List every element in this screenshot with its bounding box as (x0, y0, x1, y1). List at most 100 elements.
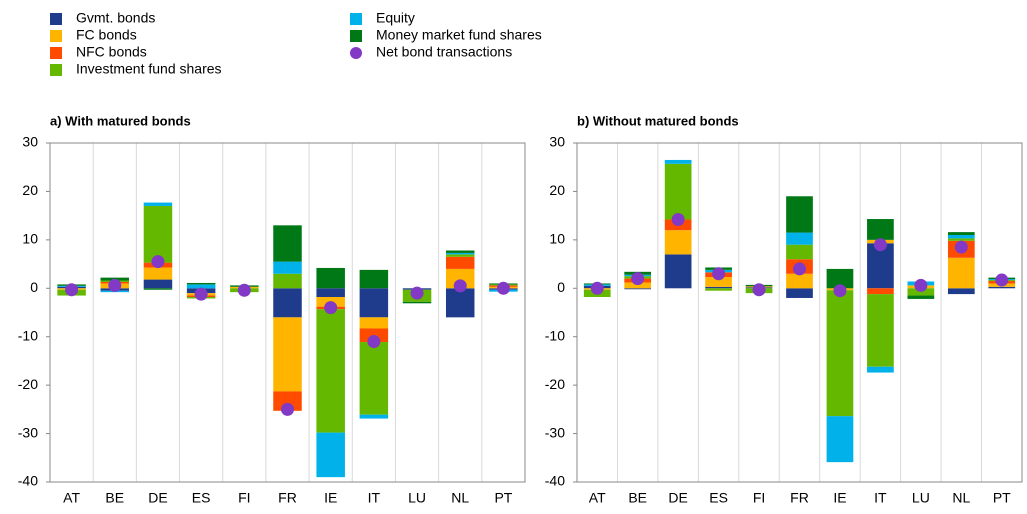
dot (367, 335, 381, 349)
y-tick-label: 10 (22, 231, 38, 247)
dot (954, 240, 968, 254)
legend-marker (350, 47, 362, 59)
x-tick-label: FI (753, 490, 765, 506)
dot (671, 213, 685, 227)
x-tick-label: FI (238, 490, 250, 506)
bar-segment (273, 261, 302, 274)
y-tick-label: -40 (545, 473, 565, 489)
bar-segment (705, 288, 732, 291)
bar-segment (664, 159, 692, 164)
bar-segment (316, 309, 345, 433)
bar-segment (143, 202, 173, 206)
legend-marker (50, 30, 62, 42)
legend-marker (350, 30, 362, 42)
y-tick-label: 30 (22, 134, 38, 150)
x-tick-label: IT (874, 490, 887, 506)
x-tick-label: NL (451, 490, 469, 506)
bar-segment (705, 277, 732, 287)
bar-segment (186, 282, 216, 285)
legend-marker (50, 64, 62, 76)
bar-segment (867, 219, 894, 240)
dot (496, 281, 510, 295)
y-tick-label: 20 (22, 182, 38, 198)
bar-segment (359, 288, 389, 318)
bar-segment (445, 252, 475, 255)
legend-label: Gvmt. bonds (76, 10, 155, 26)
legend-label: Equity (376, 10, 415, 26)
dot (237, 283, 251, 297)
y-tick-label: 0 (557, 279, 565, 295)
bar-segment (947, 288, 975, 295)
bar-segment (445, 288, 475, 318)
bar-segment (947, 235, 975, 239)
dot (410, 286, 424, 300)
x-tick-label: AT (589, 490, 606, 506)
dot (453, 279, 467, 293)
dot (194, 287, 208, 301)
bar-segment (359, 317, 389, 329)
bar-segment (826, 268, 854, 289)
y-tick-label: -10 (18, 327, 38, 343)
x-tick-label: ES (709, 490, 728, 506)
dot (914, 278, 928, 292)
bar-segment (316, 432, 345, 478)
bar-segment (867, 288, 894, 295)
y-tick-label: 10 (549, 231, 565, 247)
y-tick-label: 20 (549, 182, 565, 198)
panel-title: b) Without matured bonds (577, 113, 739, 128)
bar-segment (907, 295, 935, 299)
x-tick-label: NL (952, 490, 970, 506)
dot (793, 262, 806, 276)
bar-segment (786, 244, 813, 260)
bar-segment (273, 317, 302, 392)
bar-segment (786, 196, 813, 233)
bar-segment (867, 366, 894, 373)
x-tick-label: IE (324, 490, 337, 506)
y-tick-label: -40 (18, 473, 38, 489)
bar-segment (664, 163, 692, 220)
y-tick-label: 0 (30, 279, 38, 295)
legend-marker (50, 47, 62, 59)
bar-segment (359, 269, 389, 289)
bar-segment (143, 279, 173, 289)
bar-segment (359, 342, 389, 415)
bar-segment (624, 288, 652, 290)
legend-label: Investment fund shares (76, 61, 222, 77)
bar-segment (445, 254, 475, 257)
dot (631, 272, 645, 286)
panel-title: a) With matured bonds (50, 113, 191, 128)
plot-frame (576, 142, 1023, 483)
bar-segment (624, 282, 652, 289)
bar-segment (907, 288, 935, 296)
y-tick-label: -20 (18, 376, 38, 392)
bar-segment (826, 290, 854, 417)
dot (833, 284, 847, 298)
bar-segment (786, 288, 813, 298)
bar-segment (359, 414, 389, 419)
bar-segment (664, 254, 692, 289)
x-tick-label: FR (790, 490, 809, 506)
x-tick-label: IE (833, 490, 846, 506)
legend-marker (350, 13, 362, 25)
bar-segment (445, 256, 475, 269)
dot (65, 283, 79, 297)
legend-label: NFC bonds (76, 44, 147, 60)
x-tick-label: BE (628, 490, 647, 506)
y-tick-label: -10 (545, 327, 565, 343)
bar-segment (947, 238, 975, 241)
bar-segment (786, 273, 813, 289)
x-tick-label: ES (192, 490, 211, 506)
y-tick-label: 30 (549, 134, 565, 150)
bar-segment (273, 225, 302, 262)
bar-segment (786, 232, 813, 245)
dot (108, 278, 122, 292)
bar-segment (445, 250, 475, 253)
bar-segment (186, 284, 216, 289)
x-tick-label: LU (408, 490, 426, 506)
bar-segment (947, 232, 975, 236)
x-tick-label: FR (278, 490, 297, 506)
x-tick-label: PT (494, 490, 512, 506)
dot (752, 283, 766, 297)
dot (151, 255, 165, 269)
